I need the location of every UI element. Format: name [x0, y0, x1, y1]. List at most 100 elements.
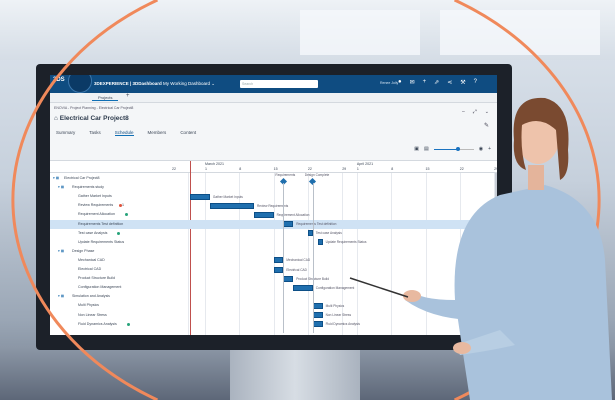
- task-row[interactable]: Requirements study ▾ ▦: [50, 183, 497, 192]
- app-screen: 3DS 3DEXPERIENCE | 3DDashboard My Workin…: [50, 75, 497, 335]
- dashboard-selector[interactable]: My Working Dashboard: [163, 81, 210, 86]
- search-input[interactable]: Search: [240, 80, 318, 88]
- task-bar-label: Configuration Management: [315, 285, 355, 290]
- notification-icon[interactable]: ✉: [409, 80, 415, 86]
- task-row[interactable]: Product Structure Build: [50, 274, 497, 283]
- task-row[interactable]: Update Requirements Status: [50, 238, 497, 247]
- day-tick: 1: [205, 167, 207, 171]
- timeline-tick: 22: [172, 167, 176, 171]
- day-tick: 22: [459, 167, 464, 171]
- add-icon[interactable]: +: [488, 146, 491, 152]
- share-icon[interactable]: ⇗: [434, 80, 440, 86]
- expand-icon[interactable]: ▾ ▦: [58, 185, 65, 190]
- task-row[interactable]: Non Linear Stress: [50, 311, 497, 320]
- task-row[interactable]: Review Requirements 1: [50, 201, 497, 210]
- task-bar[interactable]: [190, 193, 210, 200]
- eye-icon[interactable]: ◉: [478, 146, 484, 152]
- task-label: Simulation and Analysis: [72, 294, 110, 299]
- zoom-slider[interactable]: [433, 146, 474, 151]
- breadcrumb[interactable]: ENOVIA - Project Planning - Electrical C…: [54, 106, 134, 110]
- task-row[interactable]: Simulation and Analysis ▾ ▦: [50, 292, 497, 301]
- tab-tasks[interactable]: Tasks: [89, 130, 101, 135]
- task-label: Requirement Allocation: [78, 212, 115, 217]
- task-bar-label: Requirements Test definition: [296, 222, 337, 226]
- grid-line: [391, 173, 393, 335]
- expand-icon[interactable]: ▾ ▦: [58, 294, 65, 299]
- task-bar[interactable]: [273, 257, 284, 264]
- task-bar-label: Mechanical CAD: [286, 258, 311, 263]
- task-row[interactable]: Electrical Car Project8 ▾ ▦: [50, 174, 497, 183]
- grid-line: [356, 173, 358, 335]
- tab-members[interactable]: Members: [147, 130, 167, 135]
- brand-logo: 3DS: [53, 77, 65, 83]
- tab-content[interactable]: Content: [180, 130, 197, 135]
- task-label: Non Linear Stress: [78, 312, 107, 317]
- app-title: 3DEXPERIENCE | 3DDashboard: [94, 81, 162, 86]
- task-row[interactable]: Requirement Allocation: [50, 210, 497, 219]
- task-row[interactable]: Configuration Management: [50, 283, 497, 292]
- image-icon[interactable]: ▤: [423, 146, 429, 152]
- task-bar-label: Requirement Allocation: [276, 212, 310, 217]
- expand-icon[interactable]: ▾ ▦: [53, 176, 60, 180]
- chevron-down-icon[interactable]: ⌄: [484, 109, 489, 115]
- grid-line: [342, 173, 344, 335]
- home-icon[interactable]: ⌂: [54, 115, 58, 122]
- day-tick: 15: [273, 167, 278, 171]
- expand-icon[interactable]: ▾ ▦: [58, 248, 65, 253]
- task-bar-label: Update Requirements Status: [325, 240, 367, 245]
- task-row[interactable]: Requirements Test definition: [50, 219, 497, 229]
- task-row[interactable]: Test case Analysis: [50, 229, 497, 238]
- task-bar[interactable]: [254, 211, 274, 218]
- task-label: Update Requirements Status: [78, 239, 125, 244]
- task-row[interactable]: Design Phase ▾ ▦: [50, 247, 497, 256]
- network-icon[interactable]: ⋖: [447, 80, 453, 86]
- user-name[interactable]: Renee Jolly: [380, 81, 399, 85]
- task-label: Configuration Management: [78, 285, 122, 290]
- milestone-line: [283, 183, 285, 333]
- task-row[interactable]: Fluid Dynamics Analysis: [50, 320, 497, 329]
- compass-icon[interactable]: [68, 75, 92, 93]
- tools-icon[interactable]: ⚒: [460, 80, 466, 86]
- status-green-icon: [117, 231, 121, 235]
- add-tab-button[interactable]: +: [126, 93, 130, 99]
- task-bar-label: Multi Physics: [325, 303, 345, 308]
- window: [300, 10, 420, 55]
- expand-icon[interactable]: ⤢: [472, 109, 477, 115]
- task-bar[interactable]: [293, 284, 313, 291]
- edit-icon[interactable]: ✎: [483, 123, 489, 129]
- month-label: April 2021: [356, 162, 374, 166]
- status-red-icon: [119, 204, 123, 208]
- grid-line: [425, 173, 427, 335]
- avatar[interactable]: ●: [398, 79, 402, 85]
- grid-line: [273, 173, 275, 335]
- help-icon[interactable]: ?: [473, 79, 477, 85]
- task-bar[interactable]: [273, 266, 284, 273]
- minimize-icon[interactable]: –: [462, 109, 465, 115]
- task-label: Requirements Test definition: [78, 221, 124, 226]
- milestone-label: Design Complete: [304, 173, 330, 177]
- task-row[interactable]: Multi Physics: [50, 301, 497, 310]
- top-bar: 3DS 3DEXPERIENCE | 3DDashboard My Workin…: [50, 75, 497, 93]
- tab-projects[interactable]: Projects: [92, 95, 119, 101]
- task-row[interactable]: Electrical CAD: [50, 265, 497, 274]
- grid-line: [205, 173, 206, 335]
- task-bar-label: Product Structure Build: [296, 276, 329, 281]
- tab-summary[interactable]: Summary: [56, 130, 76, 135]
- add-icon[interactable]: +: [422, 79, 427, 85]
- task-bar[interactable]: [317, 239, 323, 246]
- task-bar-label: Review Requirements: [257, 203, 289, 208]
- fit-icon[interactable]: ▣: [414, 146, 419, 152]
- tab-schedule[interactable]: Schedule: [114, 130, 134, 136]
- task-bar[interactable]: [209, 202, 254, 209]
- task-row[interactable]: Mechanical CAD: [50, 256, 497, 265]
- task-bar-label: Gather Market Inputs: [212, 194, 243, 199]
- day-tick: 15: [425, 167, 430, 171]
- task-label: Requirements study: [72, 185, 104, 190]
- task-bar-label: Non Linear Stress: [325, 313, 352, 317]
- monitor-stand: [230, 350, 360, 400]
- task-row[interactable]: Gather Market Inputs: [50, 192, 497, 201]
- task-bar-label: Fluid Dynamics Analysis: [325, 322, 360, 327]
- task-bar[interactable]: [307, 230, 313, 237]
